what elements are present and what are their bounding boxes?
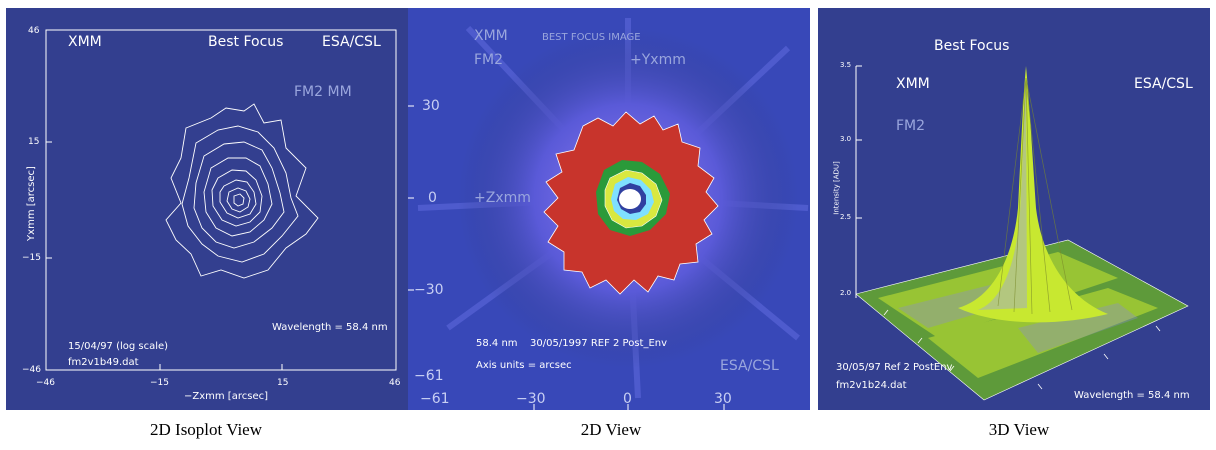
view3d-wavelength: Wavelength = 58.4 nm — [1074, 390, 1190, 401]
view3d-file: fm2v1b24.dat — [836, 380, 907, 391]
view3d-date-note: 30/05/97 Ref 2 PostEnv — [836, 362, 953, 373]
view2d-xtick-30: 30 — [714, 391, 732, 407]
view2d-title-center: BEST FOCUS IMAGE — [542, 32, 641, 43]
isoplot-title-center: Best Focus — [208, 34, 284, 50]
isoplot-xtick-15: 15 — [277, 378, 289, 388]
view2d-axis-units: Axis units = arcsec — [476, 360, 572, 371]
isoplot-title-right: ESA/CSL — [322, 34, 381, 50]
isoplot-ytick-46: 46 — [28, 26, 40, 36]
view2d-image — [408, 8, 810, 410]
view3d-title-right: ESA/CSL — [1134, 76, 1193, 92]
isoplot-ytick-m15: −15 — [22, 253, 41, 263]
isoplot-ytick-15: 15 — [28, 137, 40, 147]
view2d-credit: ESA/CSL — [720, 358, 779, 374]
isoplot-ytick-m46: −46 — [22, 365, 41, 375]
isoplot-x-axis-label: −Zxmm [arcsec] — [184, 391, 268, 402]
view2d-z-label: +Zxmm — [474, 190, 531, 206]
view3d-surface — [855, 65, 1189, 401]
caption-2d-view: 2D View — [580, 420, 642, 439]
view2d-ytick-0: 0 — [428, 190, 437, 206]
view3d-peak — [958, 66, 1108, 323]
view2d-model-label: FM2 — [474, 52, 504, 68]
isoplot-panel: XMM Best Focus ESA/CSL FM2 MM 46 15 −15 … — [6, 8, 408, 410]
caption-isoplot: 2D Isoplot View — [150, 420, 262, 439]
isoplot-file: fm2v1b49.dat — [68, 357, 139, 368]
view2d-xtick-m61: −61 — [420, 391, 450, 407]
view2d-date-note: 30/05/1997 REF 2 Post_Env — [530, 338, 668, 349]
view2d-ytick-m61: −61 — [414, 368, 444, 384]
caption-3d-view: 3D View — [988, 420, 1050, 439]
view3d-panel: Best Focus XMM ESA/CSL FM2 3.5 3.0 2.5 2… — [818, 8, 1210, 410]
view2d-title-left: XMM — [474, 28, 508, 44]
view2d-wavelength: 58.4 nm — [476, 338, 518, 349]
view2d-panel: XMM BEST FOCUS IMAGE FM2 +Yxmm +Zxmm 30 … — [408, 8, 810, 410]
isoplot-wavelength: Wavelength = 58.4 nm — [272, 322, 388, 333]
isoplot-model-label: FM2 MM — [294, 84, 352, 100]
view3d-model-label: FM2 — [896, 118, 926, 134]
view2d-xtick-0: 0 — [623, 391, 632, 407]
view2d-ytick-30: 30 — [422, 98, 440, 114]
view3d-ztick-3-5: 3.5 — [840, 61, 852, 69]
view3d-ztick-2-5: 2.5 — [840, 213, 852, 221]
isoplot-date-note: 15/04/97 (log scale) — [68, 341, 169, 352]
view2d-xtick-m30: −30 — [516, 391, 546, 407]
isoplot-frame — [45, 29, 397, 371]
view3d-ztick-2-0: 2.0 — [840, 289, 852, 297]
isoplot-title-left: XMM — [68, 34, 102, 50]
view3d-title: Best Focus — [934, 38, 1010, 54]
isoplot-xtick-m46: −46 — [36, 378, 55, 388]
view3d-z-axis-label: Intensity [ADU] — [832, 161, 841, 215]
view3d-ztick-3-0: 3.0 — [840, 135, 852, 143]
isoplot-y-axis-label: Yxmm [arcsec] — [25, 166, 37, 241]
view3d-title-left: XMM — [896, 76, 930, 92]
view2d-psf-core — [619, 189, 641, 209]
view2d-y-label: +Yxmm — [630, 52, 686, 68]
isoplot-plot — [45, 29, 397, 371]
isoplot-xtick-46: 46 — [389, 378, 401, 388]
view2d-ytick-m30: −30 — [414, 282, 444, 298]
isoplot-xtick-m15: −15 — [150, 378, 169, 388]
isoplot-contours — [165, 103, 319, 279]
